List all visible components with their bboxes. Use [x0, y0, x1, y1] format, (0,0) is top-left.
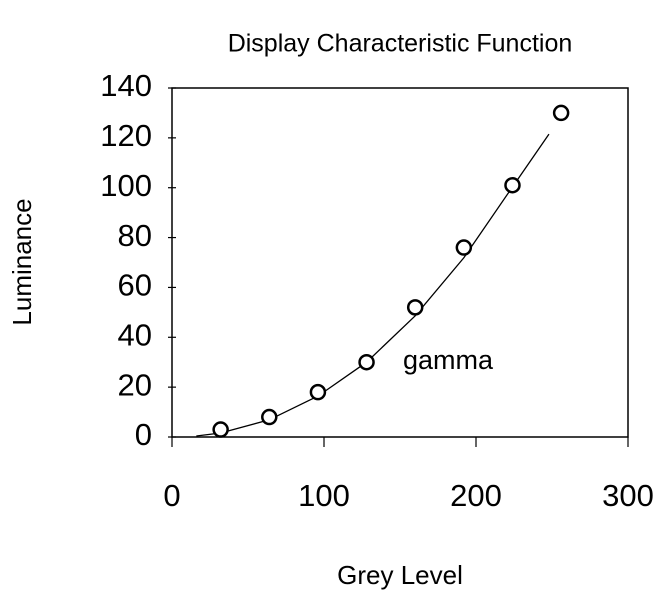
- plot-frame: [171, 87, 629, 438]
- y-tick-label: 140: [100, 68, 152, 103]
- x-tick-label: 0: [163, 478, 180, 513]
- fit-curve: [196, 133, 550, 437]
- data-point: [552, 104, 570, 122]
- y-tick-label: 40: [118, 317, 152, 352]
- data-point: [358, 353, 375, 371]
- y-axis-label: Luminance: [7, 198, 37, 325]
- y-tick-label: 100: [100, 168, 152, 203]
- x-tick-label: 200: [450, 478, 502, 513]
- chart-title: Display Characteristic Function: [228, 30, 573, 58]
- y-tick-label: 120: [100, 118, 152, 153]
- y-tick-label: 60: [118, 268, 152, 303]
- y-tick-label: 0: [135, 417, 152, 452]
- y-tick-label: 80: [118, 218, 152, 253]
- data-point: [455, 239, 473, 256]
- data-point: [406, 299, 424, 316]
- x-axis-label: Grey Level: [337, 560, 463, 590]
- annotation: gamma: [403, 345, 494, 375]
- x-tick-label: 100: [298, 478, 350, 513]
- data-point: [261, 408, 278, 426]
- y-tick-label: 20: [118, 367, 152, 402]
- data-point: [309, 383, 327, 401]
- data-point: [504, 176, 521, 194]
- data-point: [212, 421, 229, 438]
- x-tick-label: 300: [602, 478, 654, 513]
